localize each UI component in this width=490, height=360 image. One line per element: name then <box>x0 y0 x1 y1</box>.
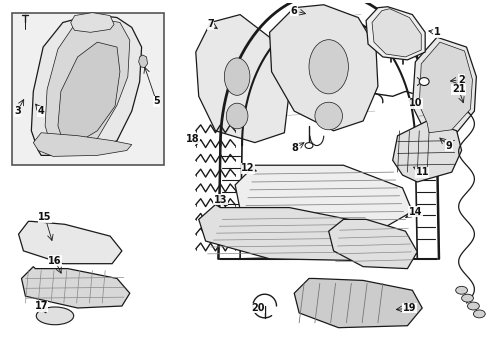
Text: 13: 13 <box>214 195 227 205</box>
Text: 9: 9 <box>445 140 452 150</box>
Text: 2: 2 <box>458 75 465 85</box>
Polygon shape <box>413 37 476 136</box>
Polygon shape <box>419 42 472 133</box>
Text: 10: 10 <box>409 98 422 108</box>
Polygon shape <box>33 133 132 156</box>
Text: 7: 7 <box>207 19 214 30</box>
Text: 11: 11 <box>416 167 429 177</box>
Ellipse shape <box>467 302 479 310</box>
Text: 4: 4 <box>38 106 45 116</box>
Polygon shape <box>139 55 147 68</box>
Polygon shape <box>329 219 417 269</box>
Polygon shape <box>58 42 120 145</box>
Polygon shape <box>199 204 388 261</box>
Polygon shape <box>45 18 130 148</box>
Text: 15: 15 <box>38 212 52 222</box>
Polygon shape <box>22 267 130 308</box>
Text: 12: 12 <box>241 163 255 173</box>
Ellipse shape <box>309 40 348 94</box>
Polygon shape <box>71 13 114 32</box>
Ellipse shape <box>473 310 485 318</box>
Polygon shape <box>392 121 462 182</box>
Polygon shape <box>31 15 142 156</box>
Text: 21: 21 <box>452 84 466 94</box>
Polygon shape <box>294 278 422 328</box>
Ellipse shape <box>315 102 343 130</box>
Ellipse shape <box>462 294 473 302</box>
Polygon shape <box>372 9 421 57</box>
Polygon shape <box>19 221 122 264</box>
Text: 14: 14 <box>409 207 422 216</box>
Text: 20: 20 <box>251 303 265 313</box>
Ellipse shape <box>224 58 250 95</box>
Text: 16: 16 <box>48 256 62 266</box>
Text: 5: 5 <box>153 96 160 106</box>
Ellipse shape <box>419 78 429 85</box>
Polygon shape <box>235 165 413 231</box>
Text: 17: 17 <box>34 301 48 311</box>
Polygon shape <box>366 7 425 60</box>
Text: 6: 6 <box>291 6 297 15</box>
Bar <box>12 13 164 165</box>
Text: 19: 19 <box>403 303 416 313</box>
Ellipse shape <box>36 307 74 325</box>
Text: 8: 8 <box>292 144 298 153</box>
Ellipse shape <box>226 103 248 129</box>
Text: 3: 3 <box>14 106 21 116</box>
Text: 1: 1 <box>434 27 441 37</box>
Ellipse shape <box>305 143 313 148</box>
Text: 18: 18 <box>186 134 199 144</box>
Polygon shape <box>270 5 378 131</box>
Polygon shape <box>196 15 289 143</box>
Ellipse shape <box>456 286 467 294</box>
